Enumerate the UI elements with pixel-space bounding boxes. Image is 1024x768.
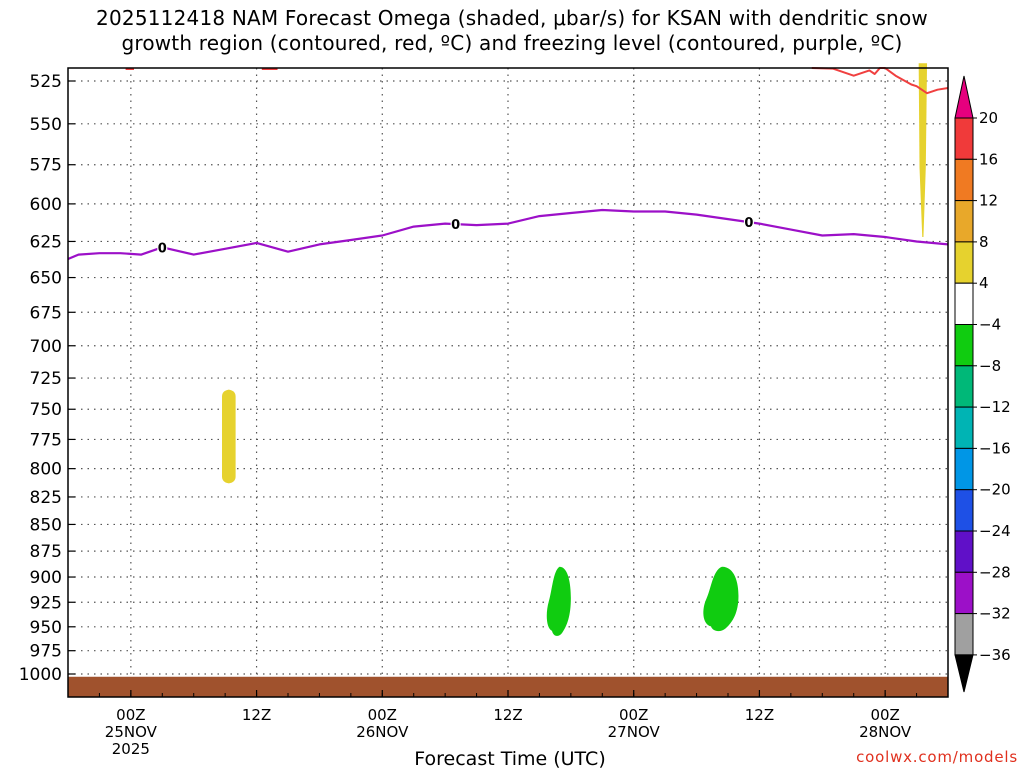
colorbar-swatch (954, 613, 974, 656)
colorbar-swatch (954, 406, 974, 449)
y-tick-label: 800 (30, 460, 62, 480)
x-tick-label: 00Z (368, 706, 397, 724)
y-tick-label: 875 (30, 542, 62, 562)
colorbar-swatch (954, 489, 974, 532)
colorbar-swatch (954, 571, 974, 615)
colorbar-label: −24 (979, 522, 1011, 540)
omega-shading (68, 63, 948, 697)
y-tick-label: 650 (30, 269, 62, 289)
x-date-label: 27NOV (608, 723, 661, 741)
colorbar-label: −32 (979, 605, 1011, 623)
chart-title-line-2: growth region (contoured, red, ºC) and f… (121, 31, 903, 55)
y-tick-label: 625 (30, 232, 62, 252)
x-year-label: 2025 (112, 740, 150, 758)
x-tick-label: 12Z (745, 706, 774, 724)
colorbar-label: −36 (979, 646, 1011, 664)
freezing-level-line (67, 208, 949, 261)
x-tick-label: 12Z (493, 706, 522, 724)
x-tick-label: 00Z (619, 706, 648, 724)
colorbar-label: 12 (979, 192, 998, 210)
omega-region-2 (918, 63, 928, 238)
colorbar-swatch (954, 241, 974, 284)
colorbar-label: −12 (979, 398, 1011, 416)
colorbar-label: 20 (979, 109, 998, 127)
y-tick-label: 775 (30, 430, 62, 450)
axes: 525 550 575 600 625 650 675 700 725 750 775 800 825 8… (19, 67, 949, 758)
y-tick-label: 850 (30, 515, 62, 535)
freezing-level-label: 0 (744, 216, 753, 231)
colorbar-swatch (954, 324, 974, 367)
y-tick-label: 675 (30, 303, 62, 323)
colorbar: 20 16 12 8 4 −4 −8 −12 −16 −20 −24 −28 −32 −36 (954, 75, 1011, 693)
colorbar-bottom-arrow (954, 654, 974, 693)
colorbar-swatch (954, 365, 974, 408)
contours: 0 0 0 (67, 67, 949, 261)
y-tick-label: 950 (30, 618, 62, 638)
omega-region-1 (222, 389, 236, 484)
colorbar-label: 16 (979, 150, 998, 168)
x-date-label: 28NOV (859, 723, 912, 741)
y-tick-label: 525 (30, 72, 62, 92)
y-tick-label: 750 (30, 400, 62, 420)
y-tick-label: 1000 (19, 665, 62, 685)
colorbar-top-arrow (954, 75, 974, 119)
y-tick-label: 600 (30, 195, 62, 215)
freezing-level-label-bg (743, 215, 754, 230)
colorbar-swatch (954, 200, 974, 243)
x-axis-title: Forecast Time (UTC) (414, 748, 605, 768)
y-tick-label: 550 (30, 115, 62, 135)
colorbar-swatch (954, 447, 974, 491)
grid (68, 68, 948, 697)
freezing-level-label: 0 (451, 218, 460, 233)
colorbar-label: −4 (979, 316, 1001, 334)
y-tick-label: 900 (30, 568, 62, 588)
x-date-label: 26NOV (356, 723, 409, 741)
freezing-level-label-bg (157, 240, 168, 255)
colorbar-label: −8 (979, 357, 1001, 375)
freezing-level-label-bg (450, 217, 461, 232)
colorbar-label: 4 (979, 274, 989, 292)
colorbar-swatch (954, 117, 974, 160)
omega-region-3 (546, 566, 571, 636)
freezing-level-label: 0 (158, 241, 167, 256)
credit-text: coolwx.com/models (856, 748, 1018, 766)
x-tick-label: 12Z (242, 706, 271, 724)
colorbar-label: −28 (979, 563, 1011, 581)
dgz-contour-line (811, 67, 949, 95)
y-tick-label: 825 (30, 488, 62, 508)
y-tick-label: 700 (30, 337, 62, 357)
y-tick-label: 725 (30, 369, 62, 389)
x-tick-label: 00Z (870, 706, 899, 724)
colorbar-swatch (954, 282, 974, 326)
colorbar-swatch (954, 158, 974, 202)
y-tick-label: 925 (30, 593, 62, 613)
colorbar-label: −20 (979, 481, 1011, 499)
y-tick-label: 975 (30, 642, 62, 662)
x-tick-label: 00Z (116, 706, 145, 724)
colorbar-swatch (954, 530, 974, 573)
colorbar-label: −16 (979, 439, 1011, 457)
chart-title-line-1: 2025112418 NAM Forecast Omega (shaded, μ… (96, 6, 928, 30)
omega-region-4 (703, 566, 739, 632)
terrain-band (68, 676, 948, 697)
y-tick-label: 575 (30, 156, 62, 176)
colorbar-label: 8 (979, 233, 989, 251)
x-date-label: 25NOV (105, 723, 158, 741)
